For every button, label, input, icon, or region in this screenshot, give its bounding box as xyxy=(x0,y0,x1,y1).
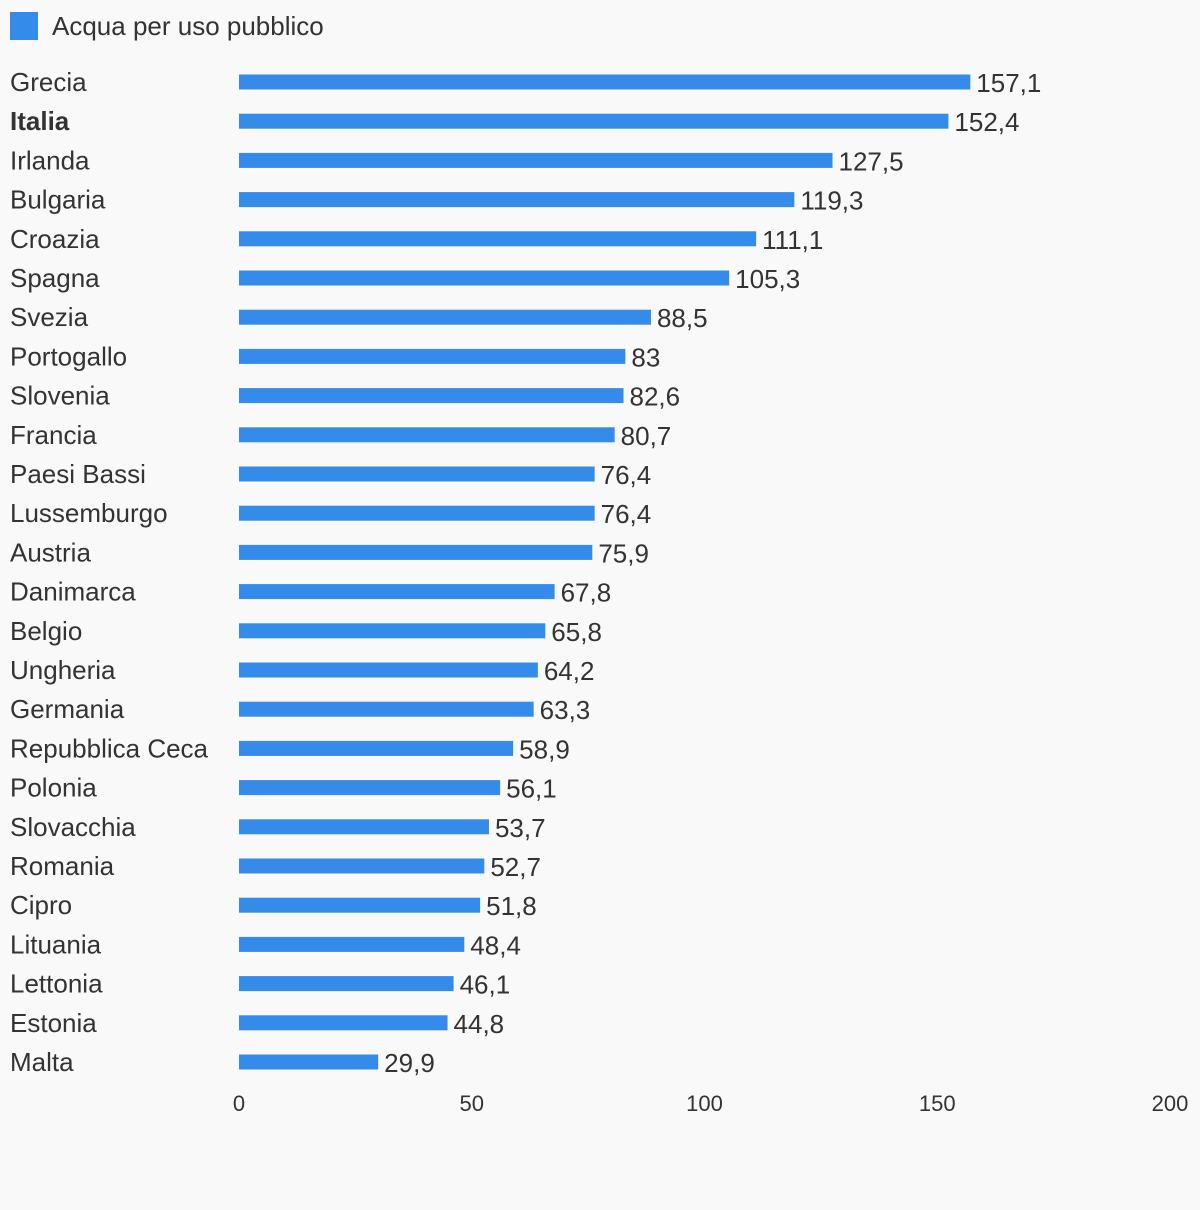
legend-label: Acqua per uso pubblico xyxy=(52,11,324,41)
value-label: 82,6 xyxy=(630,382,681,412)
value-label: 67,8 xyxy=(561,578,612,608)
bar xyxy=(239,780,501,796)
x-tick-label: 0 xyxy=(233,1091,245,1116)
bar xyxy=(239,544,593,560)
value-label: 29,9 xyxy=(384,1048,435,1078)
category-label: Malta xyxy=(10,1047,74,1077)
bar xyxy=(239,192,795,208)
category-label: Grecia xyxy=(10,67,87,97)
value-label: 64,2 xyxy=(544,656,595,686)
category-label: Lituania xyxy=(10,929,102,959)
category-label: Lettonia xyxy=(10,969,103,999)
category-label: Polonia xyxy=(10,773,97,803)
bar xyxy=(239,819,489,835)
category-label: Irlanda xyxy=(10,145,90,175)
category-label: Croazia xyxy=(10,224,100,254)
category-label: Portogallo xyxy=(10,341,127,371)
value-label: 58,9 xyxy=(519,734,570,764)
bar xyxy=(239,309,651,325)
bar xyxy=(239,976,454,992)
bar xyxy=(239,505,595,521)
bar xyxy=(239,231,757,247)
x-tick-label: 200 xyxy=(1152,1091,1189,1116)
category-label: Austria xyxy=(10,537,91,567)
value-label: 80,7 xyxy=(621,421,672,451)
bar xyxy=(239,466,595,482)
value-label: 119,3 xyxy=(800,186,863,216)
category-label: Repubblica Ceca xyxy=(10,733,209,763)
value-label: 76,4 xyxy=(601,460,652,490)
category-label: Romania xyxy=(10,851,115,881)
category-label: Francia xyxy=(10,420,97,450)
value-label: 44,8 xyxy=(454,1009,505,1039)
bar xyxy=(239,348,626,364)
x-tick-label: 50 xyxy=(460,1091,484,1116)
category-label: Lussemburgo xyxy=(10,498,168,528)
value-label: 127,5 xyxy=(839,146,904,176)
x-tick-label: 150 xyxy=(919,1091,956,1116)
bar xyxy=(239,740,514,756)
value-label: 75,9 xyxy=(598,538,649,568)
value-label: 51,8 xyxy=(486,891,537,921)
category-label: Italia xyxy=(10,106,70,136)
bar xyxy=(239,427,615,443)
bar xyxy=(239,701,534,717)
value-label: 46,1 xyxy=(460,970,511,1000)
category-label: Slovenia xyxy=(10,381,110,411)
bar xyxy=(239,1054,379,1070)
bar xyxy=(239,936,465,952)
category-label: Spagna xyxy=(10,263,100,293)
bar xyxy=(239,584,555,600)
bar xyxy=(239,662,538,678)
x-tick-label: 100 xyxy=(686,1091,723,1116)
value-label: 65,8 xyxy=(551,617,602,647)
bar xyxy=(239,623,546,639)
value-label: 56,1 xyxy=(506,774,557,804)
value-label: 53,7 xyxy=(495,813,546,843)
value-label: 105,3 xyxy=(735,264,800,294)
value-label: 157,1 xyxy=(976,68,1041,98)
value-label: 52,7 xyxy=(490,852,541,882)
legend: Acqua per uso pubblico xyxy=(10,8,324,44)
category-label: Svezia xyxy=(10,302,89,332)
bar xyxy=(239,74,971,90)
value-label: 111,1 xyxy=(762,225,823,255)
legend-swatch xyxy=(10,12,38,40)
bar xyxy=(239,113,949,129)
category-label: Bulgaria xyxy=(10,185,106,215)
value-label: 88,5 xyxy=(657,303,708,333)
category-label: Paesi Bassi xyxy=(10,459,146,489)
value-label: 63,3 xyxy=(540,695,591,725)
bar xyxy=(239,152,833,168)
category-label: Cipro xyxy=(10,890,72,920)
category-label: Slovacchia xyxy=(10,812,136,842)
value-label: 76,4 xyxy=(601,499,652,529)
value-label: 152,4 xyxy=(954,107,1019,137)
bar xyxy=(239,858,485,874)
value-label: 48,4 xyxy=(470,930,521,960)
category-label: Ungheria xyxy=(10,655,116,685)
category-label: Danimarca xyxy=(10,577,136,607)
bar xyxy=(239,388,624,404)
category-label: Germania xyxy=(10,694,125,724)
bar xyxy=(239,897,481,913)
value-label: 83 xyxy=(631,342,660,372)
bar xyxy=(239,1015,448,1031)
category-label: Estonia xyxy=(10,1008,97,1038)
bar xyxy=(239,270,730,286)
category-label: Belgio xyxy=(10,616,82,646)
